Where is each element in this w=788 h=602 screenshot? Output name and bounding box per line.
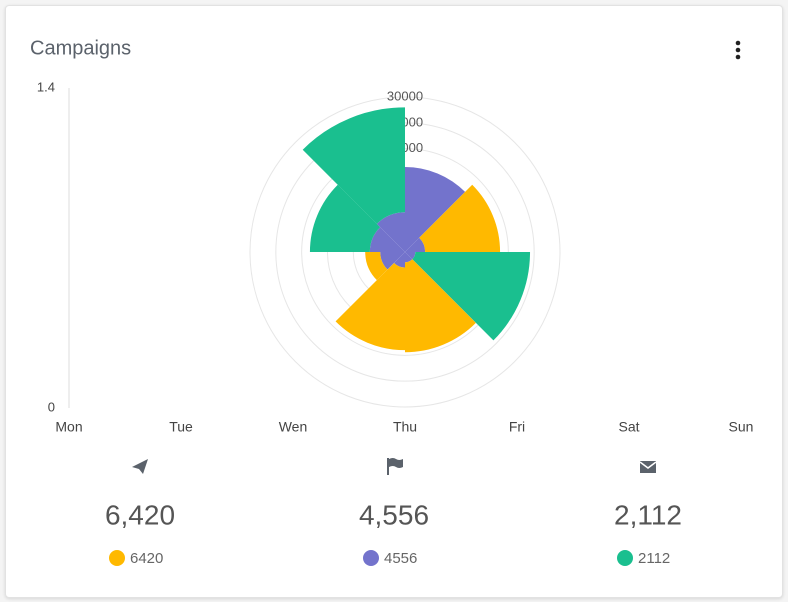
polar-bar-segment <box>405 252 413 263</box>
polar-bar-segment <box>302 107 405 224</box>
legend-label: 6420 <box>130 550 163 567</box>
x-tick-label: Sun <box>729 419 754 435</box>
y-tick-label: 0 <box>48 399 55 414</box>
polar-bar-segment <box>419 184 501 252</box>
legend-dot <box>363 550 379 566</box>
menu-button[interactable] <box>735 40 741 60</box>
stat-total: 6,420 <box>105 499 175 530</box>
stat-total: 4,556 <box>359 499 429 530</box>
legend-label: 2112 <box>638 550 670 567</box>
polar-bar-segment <box>309 184 381 252</box>
legend-dot <box>617 550 633 566</box>
polar-chart: 50001000015000200002500030000 <box>249 88 561 408</box>
stat-total: 2,112 <box>614 499 682 530</box>
radial-grid-ring <box>249 96 561 408</box>
send-icon <box>132 459 148 474</box>
card-title: Campaigns <box>30 37 131 59</box>
polar-bar-segment <box>365 252 388 281</box>
legend-dot <box>109 550 125 566</box>
x-tick-label: Tue <box>169 419 193 435</box>
polar-bar-segment <box>412 252 531 341</box>
mail-icon <box>640 461 656 473</box>
polar-bar-segment <box>376 212 405 252</box>
polar-bar-segment <box>380 252 405 270</box>
polar-bar-segment <box>394 252 405 268</box>
polar-bar-segment <box>405 252 416 260</box>
polar-bar-segment <box>405 167 466 252</box>
x-tick-label: Thu <box>393 419 417 435</box>
polar-bar-segment <box>369 227 405 252</box>
x-tick-label: Sat <box>618 419 639 435</box>
y-tick-label: 1.4 <box>37 79 55 94</box>
x-tick-label: Mon <box>55 419 82 435</box>
legend-label: 4556 <box>384 550 417 567</box>
polar-bar-segment <box>405 259 476 353</box>
polar-bar-segment <box>335 262 405 351</box>
stat-icons <box>132 458 657 475</box>
mail-flap <box>639 461 657 469</box>
radial-tick-label: 30000 <box>387 88 423 103</box>
flag-icon <box>387 458 403 475</box>
x-tick-label: Wen <box>279 419 308 435</box>
x-tick-label: Fri <box>509 419 525 435</box>
polar-bar-segment <box>405 237 426 252</box>
